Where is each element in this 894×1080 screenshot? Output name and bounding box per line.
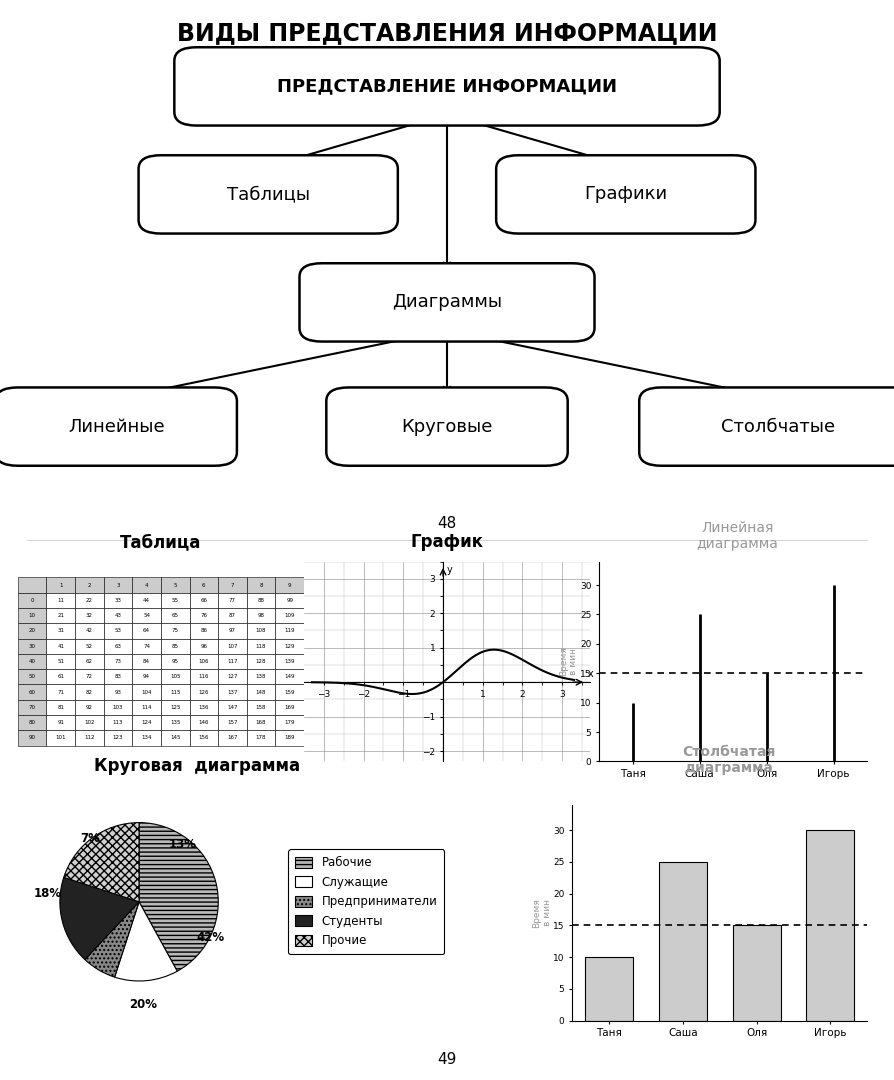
Text: Линейная
диаграмма: Линейная диаграмма	[696, 521, 779, 551]
Text: Таблица: Таблица	[120, 532, 202, 551]
Text: Круговые: Круговые	[401, 418, 493, 435]
Text: ВИДЫ ПРЕДСТАВЛЕНИЯ ИНФОРМАЦИИ: ВИДЫ ПРЕДСТАВЛЕНИЯ ИНФОРМАЦИИ	[177, 22, 717, 45]
FancyBboxPatch shape	[299, 264, 595, 341]
FancyBboxPatch shape	[174, 48, 720, 125]
Y-axis label: Время
в мин: Время в мин	[532, 897, 552, 928]
Legend: Рабочие, Служащие, Предприниматели, Студенты, Прочие: Рабочие, Служащие, Предприниматели, Студ…	[289, 849, 444, 955]
Wedge shape	[60, 877, 139, 959]
Text: График: График	[410, 532, 484, 551]
FancyBboxPatch shape	[639, 388, 894, 465]
Text: 20%: 20%	[129, 998, 157, 1011]
Text: 13%: 13%	[169, 838, 197, 851]
Text: Столбчатые: Столбчатые	[721, 418, 835, 435]
Wedge shape	[63, 823, 139, 902]
FancyBboxPatch shape	[0, 388, 237, 465]
Text: Линейные: Линейные	[68, 418, 164, 435]
Wedge shape	[139, 823, 218, 971]
Wedge shape	[85, 902, 139, 977]
Text: 42%: 42%	[197, 931, 224, 944]
Text: ПРЕДСТАВЛЕНИЕ ИНФОРМАЦИИ: ПРЕДСТАВЛЕНИЕ ИНФОРМАЦИИ	[277, 78, 617, 95]
Bar	[659, 862, 707, 1021]
Text: Диаграммы: Диаграммы	[392, 294, 502, 311]
Text: y: y	[447, 565, 452, 575]
Bar	[806, 831, 855, 1021]
Text: 7%: 7%	[80, 832, 100, 845]
FancyBboxPatch shape	[139, 156, 398, 233]
Text: 49: 49	[437, 1052, 457, 1067]
FancyBboxPatch shape	[326, 388, 568, 465]
Text: Таблицы: Таблицы	[227, 186, 309, 203]
Bar	[732, 926, 780, 1021]
Bar	[585, 957, 633, 1021]
Wedge shape	[114, 902, 177, 981]
FancyBboxPatch shape	[496, 156, 755, 233]
Y-axis label: Время
в мин: Время в мин	[559, 647, 578, 676]
Text: 18%: 18%	[34, 888, 62, 901]
Text: Графики: Графики	[585, 186, 667, 203]
Text: x: x	[588, 669, 594, 678]
Text: Круговая  диаграмма: Круговая диаграмма	[94, 757, 299, 775]
Text: 48: 48	[437, 516, 457, 531]
Text: Столбчатая
диаграмма: Столбчатая диаграмма	[682, 745, 775, 775]
